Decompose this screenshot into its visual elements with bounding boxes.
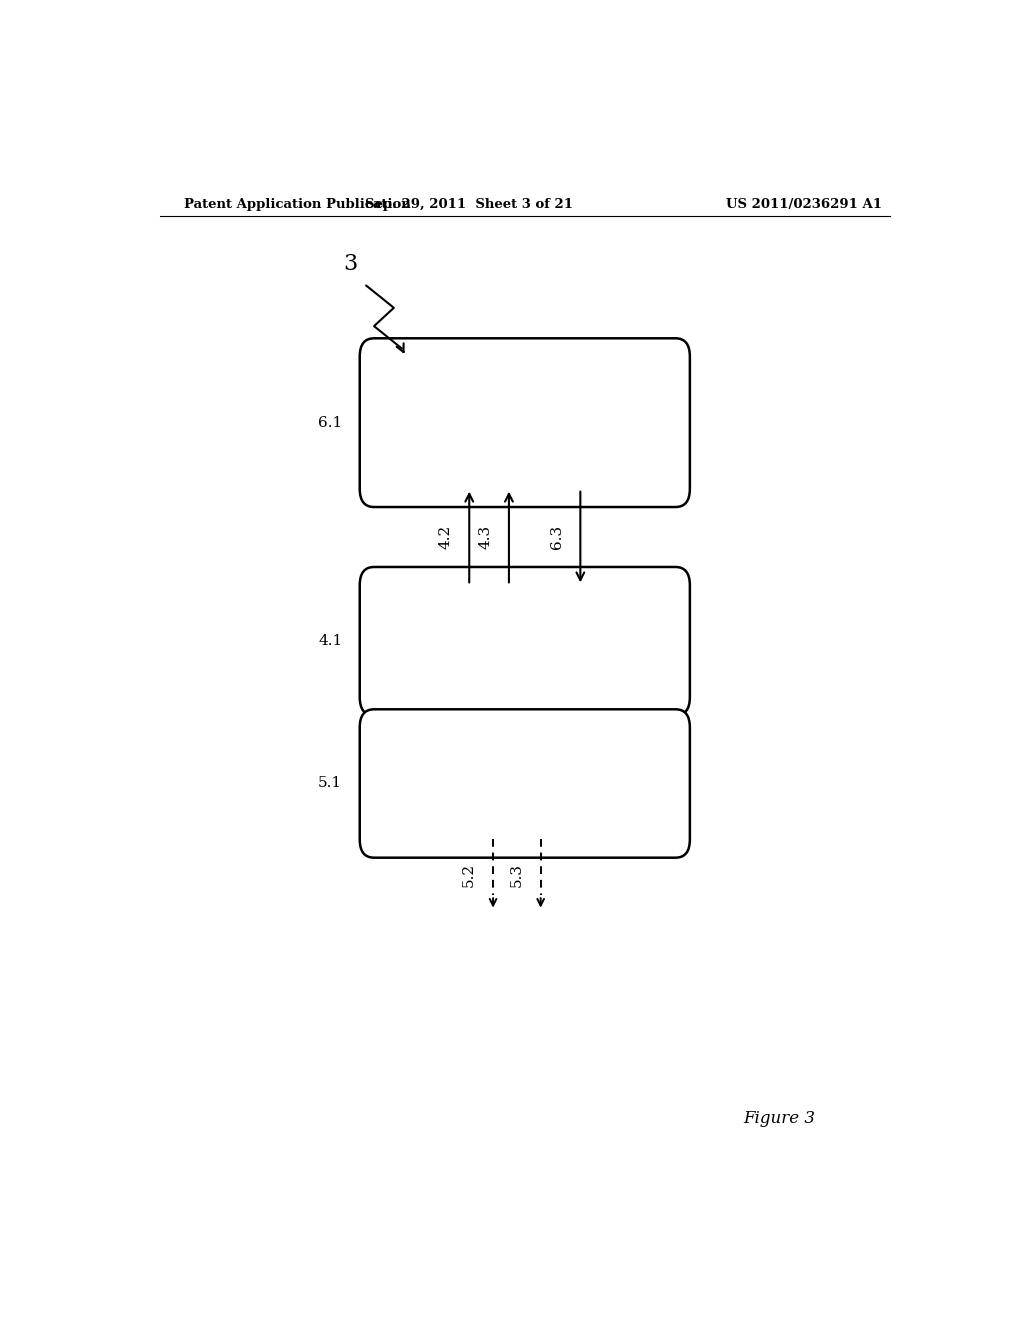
Text: US 2011/0236291 A1: US 2011/0236291 A1 bbox=[726, 198, 882, 211]
Text: 4.1: 4.1 bbox=[318, 634, 342, 648]
Text: Sep. 29, 2011  Sheet 3 of 21: Sep. 29, 2011 Sheet 3 of 21 bbox=[366, 198, 573, 211]
Text: 5.3: 5.3 bbox=[510, 863, 524, 887]
Text: 4.3: 4.3 bbox=[478, 525, 493, 549]
FancyBboxPatch shape bbox=[359, 338, 690, 507]
FancyBboxPatch shape bbox=[359, 568, 690, 715]
FancyBboxPatch shape bbox=[359, 709, 690, 858]
Text: 5.1: 5.1 bbox=[318, 776, 342, 791]
Text: 5.2: 5.2 bbox=[462, 863, 476, 887]
Text: Patent Application Publication: Patent Application Publication bbox=[183, 198, 411, 211]
Text: Figure 3: Figure 3 bbox=[742, 1110, 815, 1127]
Text: 6.1: 6.1 bbox=[318, 416, 342, 430]
Text: 6.3: 6.3 bbox=[550, 525, 563, 549]
Text: 3: 3 bbox=[343, 253, 357, 276]
Text: 4.2: 4.2 bbox=[438, 525, 453, 549]
